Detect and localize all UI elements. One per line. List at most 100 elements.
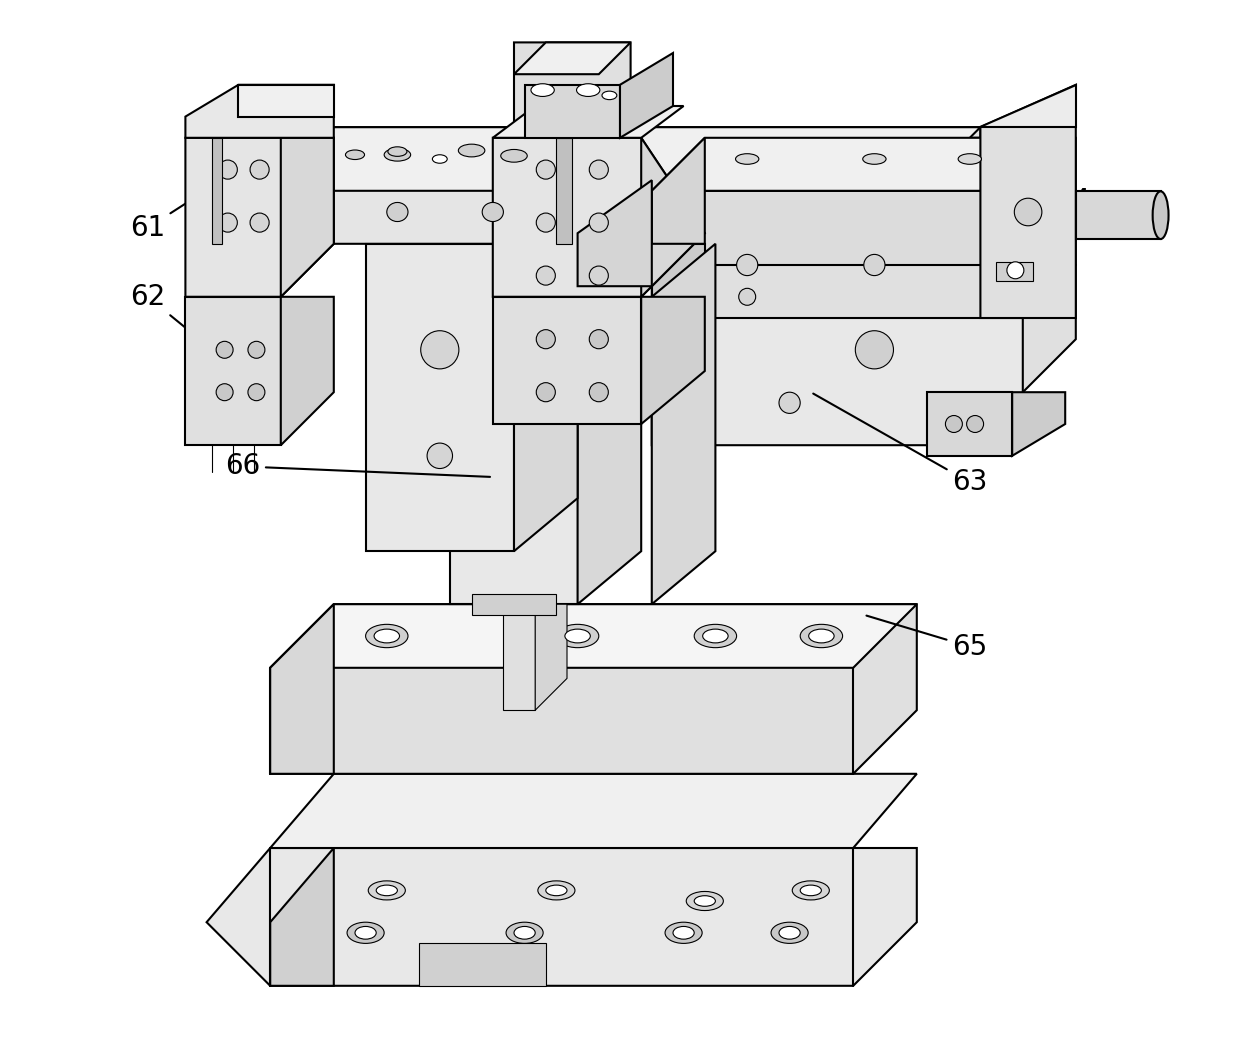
- Ellipse shape: [694, 624, 737, 648]
- Text: 66: 66: [224, 453, 490, 480]
- Circle shape: [250, 160, 269, 179]
- Polygon shape: [652, 244, 704, 318]
- Circle shape: [427, 443, 453, 469]
- Text: 64: 64: [1055, 130, 1090, 215]
- Ellipse shape: [366, 624, 408, 648]
- Polygon shape: [212, 138, 222, 244]
- Ellipse shape: [703, 630, 728, 642]
- Polygon shape: [238, 127, 981, 191]
- Circle shape: [536, 160, 556, 179]
- Ellipse shape: [792, 881, 830, 900]
- Circle shape: [216, 384, 233, 401]
- Circle shape: [967, 416, 983, 432]
- Ellipse shape: [433, 155, 448, 163]
- Ellipse shape: [368, 881, 405, 900]
- Polygon shape: [981, 85, 1076, 127]
- Circle shape: [248, 341, 265, 358]
- Ellipse shape: [959, 154, 982, 164]
- Polygon shape: [981, 85, 1076, 318]
- Ellipse shape: [808, 630, 835, 642]
- Ellipse shape: [387, 202, 408, 222]
- Polygon shape: [1012, 392, 1065, 456]
- Ellipse shape: [565, 630, 590, 642]
- Polygon shape: [652, 138, 1076, 244]
- Polygon shape: [186, 138, 334, 297]
- Bar: [996, 262, 1033, 281]
- Ellipse shape: [482, 202, 503, 222]
- Text: 62: 62: [130, 283, 237, 369]
- Ellipse shape: [538, 881, 575, 900]
- Polygon shape: [525, 85, 620, 138]
- Ellipse shape: [557, 624, 599, 648]
- Circle shape: [589, 266, 609, 285]
- Polygon shape: [270, 848, 334, 986]
- Polygon shape: [207, 848, 916, 986]
- Polygon shape: [280, 138, 334, 297]
- Polygon shape: [515, 233, 578, 551]
- Polygon shape: [280, 297, 334, 445]
- Circle shape: [589, 383, 609, 402]
- Polygon shape: [186, 297, 280, 445]
- Polygon shape: [270, 604, 916, 774]
- Polygon shape: [515, 42, 631, 74]
- Circle shape: [779, 392, 800, 413]
- Ellipse shape: [374, 630, 399, 642]
- Polygon shape: [186, 85, 334, 138]
- Circle shape: [536, 383, 556, 402]
- Polygon shape: [620, 53, 673, 138]
- Polygon shape: [557, 138, 573, 244]
- Polygon shape: [652, 191, 1076, 318]
- Polygon shape: [515, 42, 631, 127]
- Polygon shape: [238, 85, 334, 117]
- Polygon shape: [652, 244, 715, 604]
- Ellipse shape: [376, 885, 397, 896]
- Circle shape: [864, 254, 885, 276]
- Circle shape: [589, 160, 609, 179]
- Ellipse shape: [735, 154, 759, 164]
- Circle shape: [250, 213, 269, 232]
- Polygon shape: [238, 127, 303, 244]
- Polygon shape: [652, 138, 704, 244]
- Circle shape: [856, 331, 894, 369]
- Circle shape: [218, 213, 237, 232]
- Polygon shape: [652, 318, 1023, 445]
- Circle shape: [945, 416, 962, 432]
- Circle shape: [420, 331, 459, 369]
- Circle shape: [1014, 198, 1042, 226]
- Polygon shape: [238, 127, 981, 244]
- Ellipse shape: [771, 922, 808, 943]
- Ellipse shape: [384, 148, 410, 161]
- Ellipse shape: [686, 891, 723, 911]
- Ellipse shape: [800, 624, 843, 648]
- Polygon shape: [492, 138, 704, 297]
- Text: 65: 65: [867, 616, 987, 660]
- Ellipse shape: [665, 922, 702, 943]
- Polygon shape: [270, 604, 334, 774]
- Ellipse shape: [577, 84, 600, 96]
- Polygon shape: [652, 265, 1076, 392]
- Text: 63: 63: [813, 393, 987, 496]
- Polygon shape: [652, 138, 1076, 191]
- Ellipse shape: [863, 154, 887, 164]
- Circle shape: [218, 160, 237, 179]
- Ellipse shape: [779, 926, 800, 939]
- Ellipse shape: [501, 149, 527, 162]
- Ellipse shape: [531, 84, 554, 96]
- Ellipse shape: [546, 885, 567, 896]
- Circle shape: [216, 341, 233, 358]
- Polygon shape: [471, 594, 557, 615]
- Polygon shape: [578, 180, 652, 286]
- Ellipse shape: [506, 922, 543, 943]
- Circle shape: [536, 330, 556, 349]
- Circle shape: [536, 266, 556, 285]
- Polygon shape: [492, 106, 683, 138]
- Ellipse shape: [601, 91, 616, 100]
- Ellipse shape: [388, 147, 407, 156]
- Circle shape: [739, 288, 755, 305]
- Polygon shape: [641, 138, 704, 297]
- Circle shape: [1007, 262, 1024, 279]
- Circle shape: [589, 330, 609, 349]
- Ellipse shape: [1153, 191, 1168, 238]
- Bar: [419, 943, 546, 986]
- Text: 61: 61: [130, 171, 236, 242]
